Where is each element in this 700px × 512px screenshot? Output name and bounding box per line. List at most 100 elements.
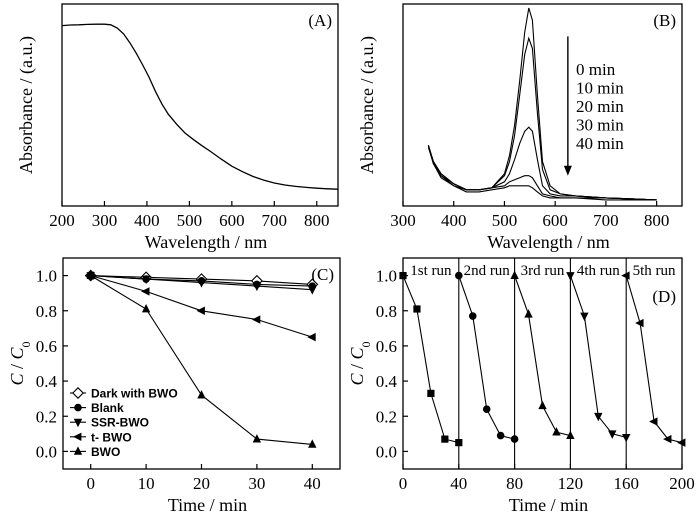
panel-label-c: (C)	[311, 265, 334, 284]
x-axis-label-c: Time / min	[168, 495, 247, 512]
data-point	[594, 412, 603, 422]
data-point	[196, 306, 205, 315]
y-tick-label-c: 0.2	[36, 407, 57, 426]
spectrum-curve	[427, 145, 657, 201]
y-tick-label-d: 0.4	[376, 372, 398, 391]
legend-label: BWO	[91, 445, 120, 459]
run-label: 1st run	[410, 263, 452, 279]
time-annotation: 10 min	[576, 79, 624, 98]
run-label: 5th run	[633, 263, 676, 279]
x-tick-label-d: 0	[399, 474, 408, 493]
data-point	[510, 270, 519, 279]
y-axis-label-c: C / C0	[7, 341, 33, 385]
panel-b: 300 400 500 600 700 800 Wavelength / nm Absorba…	[357, 3, 683, 252]
x-tick-label-c: 0	[86, 474, 95, 493]
x-tick-label-a: 300	[92, 211, 118, 230]
y-tick-label-c: 0.4	[36, 372, 58, 391]
data-point	[307, 332, 316, 342]
data-point	[663, 434, 672, 444]
data-point	[608, 430, 617, 439]
data-point	[197, 390, 206, 399]
x-axis-label-d: Time / min	[509, 495, 588, 512]
x-tick-label-b: 400	[441, 211, 467, 230]
x-tick-label-b: 300	[390, 211, 416, 230]
x-axis-label-a: Wavelength / nm	[145, 232, 268, 252]
x-tick-label-d: 80	[506, 474, 523, 493]
x-tick-label-a: 200	[49, 211, 75, 230]
time-annotation: 30 min	[576, 116, 624, 135]
y-tick-label-d: 0.2	[376, 407, 397, 426]
panel-c: 0 10 20 30 40 0.0 0.2 0.4 0.6 0.8 1.0 Time / min C /…	[7, 257, 341, 512]
time-annotation: 40 min	[576, 134, 624, 153]
data-point	[197, 279, 206, 288]
data-point	[621, 271, 630, 280]
spectrum-curve	[427, 145, 657, 201]
data-point	[580, 312, 589, 322]
legend-label: Dark with BWO	[91, 387, 178, 401]
spectrum-curve	[427, 126, 657, 201]
x-tick-label-b: 500	[492, 211, 518, 230]
data-point	[441, 435, 449, 443]
x-tick-label-d: 200	[669, 474, 695, 493]
y-tick-label-d: 0.8	[376, 302, 397, 321]
data-point	[86, 270, 95, 279]
y-tick-label-c: 0.8	[36, 302, 57, 321]
data-point	[566, 272, 575, 281]
x-tick-label-c: 40	[304, 474, 321, 493]
data-point	[622, 433, 631, 443]
y-tick-label-c: 0.0	[36, 442, 57, 461]
data-point	[510, 435, 519, 443]
x-tick-label-a: 400	[134, 211, 160, 230]
run-line	[458, 275, 515, 440]
data-point	[566, 430, 575, 439]
legend-marker	[73, 432, 82, 441]
data-point	[635, 318, 644, 328]
x-tick-label-b: 700	[593, 211, 619, 230]
data-point	[468, 312, 477, 320]
data-point	[538, 400, 547, 410]
legend-marker	[72, 387, 84, 399]
run-label: 2nd run	[464, 263, 511, 279]
data-point	[252, 282, 262, 292]
x-tick-label-d: 160	[613, 474, 639, 493]
data-point	[413, 305, 421, 313]
legend-marker	[73, 446, 83, 455]
x-tick-label-a: 700	[262, 211, 288, 230]
data-point	[482, 405, 491, 414]
data-point	[496, 431, 505, 440]
y-tick-label-c: 1.0	[36, 267, 57, 286]
panel-label-d: (D)	[652, 287, 676, 306]
run-line	[514, 275, 571, 437]
time-annotation: 0 min	[576, 60, 616, 79]
data-point	[677, 438, 686, 447]
run-line	[402, 275, 459, 444]
x-tick-label-a: 600	[219, 211, 245, 230]
data-point	[524, 309, 533, 318]
time-annotation: 20 min	[576, 97, 624, 116]
y-axis-label-a: Absorbance / (a.u.)	[16, 36, 37, 174]
plot-frame-a	[61, 3, 339, 207]
run-label: 4th run	[577, 263, 620, 279]
data-point	[552, 427, 561, 436]
y-tick-label-d: 1.0	[376, 267, 397, 286]
x-tick-label-a: 500	[177, 211, 203, 230]
legend-marker	[73, 418, 83, 428]
x-tick-label-d: 120	[558, 474, 584, 493]
plot-frame-d	[402, 257, 683, 470]
data-point	[308, 286, 317, 295]
decrease-arrow-head	[563, 165, 572, 176]
panel-a: 200 300 400 500 600 700 800 Wavelength / nm Abso…	[16, 3, 339, 252]
data-point	[141, 275, 151, 285]
data-point	[308, 439, 317, 448]
absorbance-curve	[61, 23, 339, 190]
legend-marker	[74, 403, 82, 412]
panel-d: 1st run 2nd run 3rd run 4th run 5th run 0 40 80…	[347, 257, 695, 512]
data-point	[427, 389, 435, 397]
x-tick-label-c: 30	[248, 474, 265, 493]
data-point	[141, 287, 150, 296]
legend-label: SSR-BWO	[91, 416, 149, 430]
data-point	[141, 303, 151, 313]
x-tick-label-d: 40	[450, 474, 467, 493]
x-tick-label-b: 600	[542, 211, 568, 230]
